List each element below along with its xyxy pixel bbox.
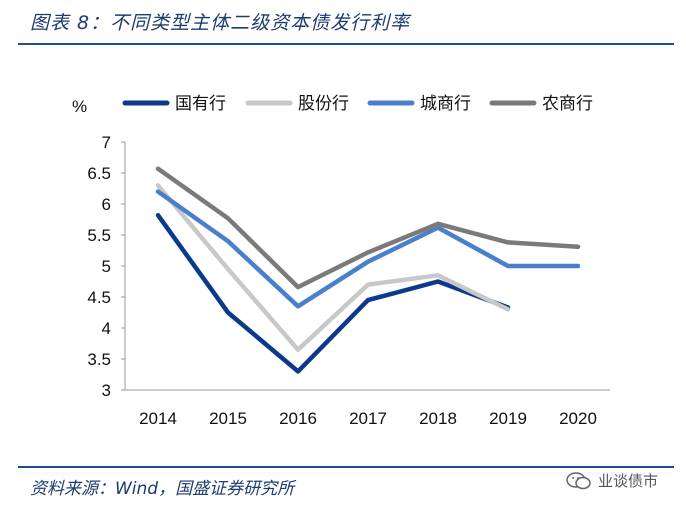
x-tick-label: 2019 (489, 409, 527, 428)
bottom-divider (18, 466, 674, 468)
series-line-2 (155, 183, 511, 352)
x-tick-label: 2014 (139, 409, 177, 428)
y-tick-label: 5.5 (87, 226, 111, 245)
y-tick-label: 3.5 (87, 350, 111, 369)
x-tick-label: 2018 (419, 409, 457, 428)
y-tick-label: 6 (102, 195, 111, 214)
legend-label: 农商行 (542, 94, 593, 114)
legend-label: 股份行 (298, 94, 349, 114)
y-axis-unit: % (72, 97, 87, 116)
y-tick-label: 7 (102, 133, 111, 152)
watermark: 业谈债市 (566, 470, 658, 491)
source-note: 资料来源：Wind，国盛证券研究所 (30, 479, 295, 499)
series-line-3 (155, 189, 581, 309)
y-tick-label: 4 (102, 319, 111, 338)
figure-title: 图表 8：不同类型主体二级资本债发行利率 (30, 12, 411, 34)
watermark-text: 业谈债市 (597, 472, 658, 490)
x-tick-label: 2020 (559, 409, 597, 428)
y-tick-label: 6.5 (87, 164, 111, 183)
y-tick-label: 4.5 (87, 288, 111, 307)
series-line-1 (155, 212, 511, 374)
x-tick-label: 2015 (209, 409, 247, 428)
y-tick-label: 5 (102, 257, 111, 276)
legend-label: 国有行 (175, 94, 226, 114)
y-tick-label: 3 (102, 381, 111, 400)
series-line-4 (155, 166, 581, 290)
x-tick-label: 2017 (349, 409, 387, 428)
x-tick-label: 2016 (279, 409, 317, 428)
top-divider (18, 43, 674, 45)
legend-label: 城商行 (420, 94, 471, 114)
wechat-icon (566, 471, 591, 489)
